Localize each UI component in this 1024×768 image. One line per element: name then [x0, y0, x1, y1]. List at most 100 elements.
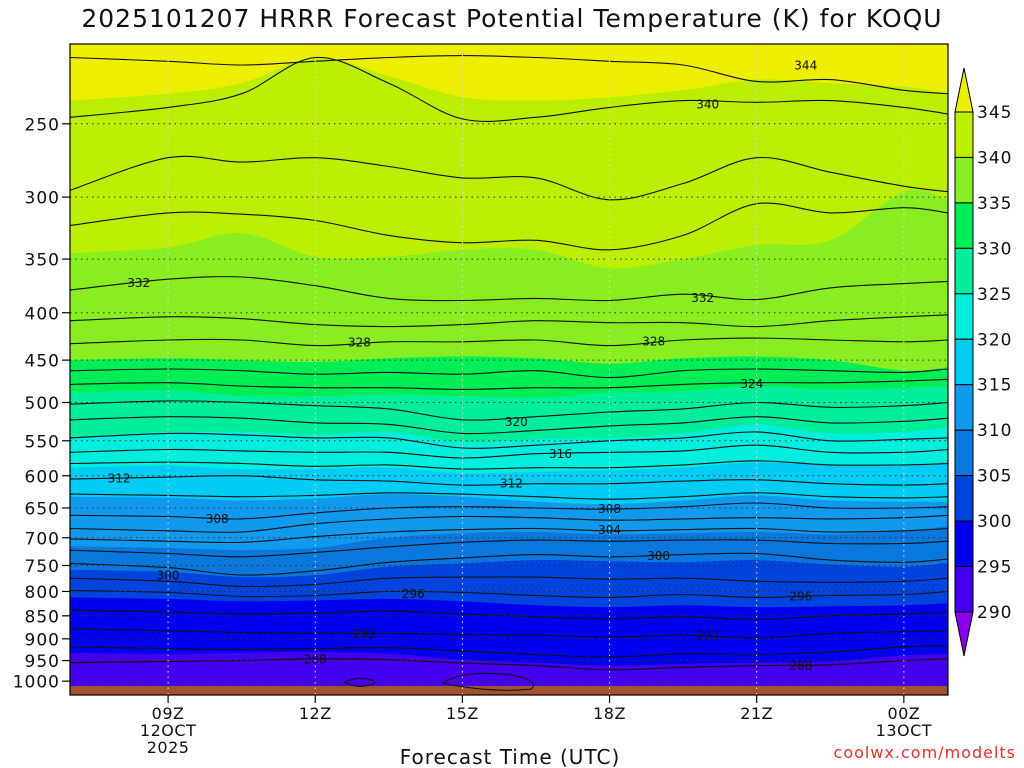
colorbar-label: 290: [977, 603, 1012, 623]
colorbar-swatch: [954, 202, 974, 249]
colorbar-swatch: [954, 384, 974, 431]
contour-326: [70, 368, 948, 379]
contour-label: 312: [500, 477, 523, 491]
colorbar-swatch: [954, 520, 974, 568]
y-tick-label: 950: [25, 652, 60, 672]
colorbar-swatch: [954, 156, 974, 204]
colorbar-swatch: [954, 111, 974, 158]
contour-344: [70, 55, 948, 95]
y-tick-label: 650: [25, 499, 60, 519]
colorbar-label: 305: [977, 467, 1012, 487]
contour-label: 292: [696, 629, 719, 643]
x-tick-label: 00Z: [887, 704, 920, 723]
x-tick-label: 12Z: [299, 704, 332, 723]
colorbar-label: 330: [977, 239, 1012, 259]
contour-label: 324: [740, 377, 763, 391]
contour-closed-near-surface: [343, 677, 376, 687]
x-tick-label: 12OCT: [140, 721, 196, 740]
contour-304: [70, 527, 948, 544]
contour-label: 288: [789, 659, 812, 673]
y-axis: 250 300 350 400 450 500 550 600 650 700 750 800 850 9…: [13, 115, 70, 693]
y-tick-label: 300: [25, 189, 60, 209]
contour-292: [70, 628, 948, 639]
contour-302: [70, 539, 948, 558]
colorbar-swatch: [954, 566, 974, 613]
colorbar-label: 325: [977, 285, 1012, 305]
contour-label: 328: [642, 334, 665, 348]
y-tick-label: 600: [25, 467, 60, 487]
contour-310: [70, 492, 948, 500]
contour-330: [70, 314, 948, 328]
colorbar-arrow-bottom: [954, 611, 974, 657]
contour-340: [70, 56, 948, 122]
y-tick-label: 550: [25, 432, 60, 452]
contour-label: 288: [304, 652, 327, 666]
colorbar-label: 345: [977, 103, 1012, 123]
contour-290: [70, 645, 948, 658]
contour-label: 344: [794, 59, 817, 73]
colorbar-swatch: [954, 338, 974, 386]
x-tick-label: 15Z: [446, 704, 479, 723]
colorbar-label: 340: [977, 148, 1012, 168]
colorbar: 345 340 335 330 325 320 315 310 305 300 295 290: [954, 67, 1012, 657]
y-tick-label: 700: [25, 529, 60, 549]
colorbar-swatch: [954, 293, 974, 340]
plot-area: 344 340 332 332 328 328 324 320 316 312 312 308 308 3…: [70, 44, 948, 695]
contour-label: 296: [402, 587, 425, 601]
grid-lines: [70, 44, 948, 695]
y-tick-label: 850: [25, 607, 60, 627]
contour-label: 292: [353, 627, 376, 641]
x-tick-label: 09Z: [152, 704, 185, 723]
contour-label: 328: [348, 335, 371, 349]
contour-label: 308: [598, 502, 621, 516]
contour-label: 320: [505, 415, 528, 429]
colorbar-swatch: [954, 247, 974, 295]
colorbar-arrow-top: [954, 67, 974, 113]
contour-label: 312: [108, 471, 131, 485]
contour-label: 300: [647, 549, 670, 563]
contour-label: 340: [696, 98, 719, 112]
contour-298: [70, 576, 948, 588]
contour-label: 296: [789, 589, 812, 603]
contour-label: 332: [127, 276, 150, 290]
y-tick-label: 1000: [13, 673, 60, 693]
colorbar-label: 310: [977, 421, 1012, 441]
contour-label: 332: [691, 291, 714, 305]
colorbar-label: 335: [977, 194, 1012, 214]
contour-332: [70, 276, 948, 302]
x-tick-label: 2025: [147, 738, 190, 757]
contour-296: [70, 589, 948, 598]
colorbar-label: 300: [977, 512, 1012, 532]
contour-320: [70, 416, 948, 435]
contour-334: [70, 202, 948, 251]
contour-closed-near-surface: [441, 672, 534, 691]
plot-frame: [69, 43, 949, 696]
contour-324: [70, 378, 948, 390]
y-tick-label: 350: [25, 251, 60, 271]
x-axis-label: Forecast Time (UTC): [400, 745, 621, 768]
source-credit: coolwx.com/modelts: [833, 743, 1016, 762]
y-tick-label: 750: [25, 557, 60, 577]
chart-title: 2025101207 HRRR Forecast Potential Tempe…: [81, 4, 943, 33]
y-tick-label: 900: [25, 630, 60, 650]
y-tick-label: 250: [25, 115, 60, 135]
y-tick-label: 400: [25, 304, 60, 324]
contour-328: [70, 337, 948, 347]
x-tick-label: 13OCT: [876, 721, 932, 740]
x-tick-label: 21Z: [740, 704, 773, 723]
colorbar-swatch: [954, 429, 974, 477]
contour-300: [70, 552, 948, 576]
y-tick-label: 500: [25, 394, 60, 414]
contour-label: 300: [157, 569, 180, 583]
contour-306: [70, 514, 948, 533]
contour-314: [70, 460, 948, 470]
contour-316: [70, 444, 948, 459]
x-tick-label: 18Z: [593, 704, 626, 723]
colorbar-label: 295: [977, 558, 1012, 578]
colorbar-swatch: [954, 475, 974, 522]
fill-band-290: [70, 651, 948, 695]
colorbar-label: 320: [977, 330, 1012, 350]
contour-label: 316: [549, 447, 572, 461]
